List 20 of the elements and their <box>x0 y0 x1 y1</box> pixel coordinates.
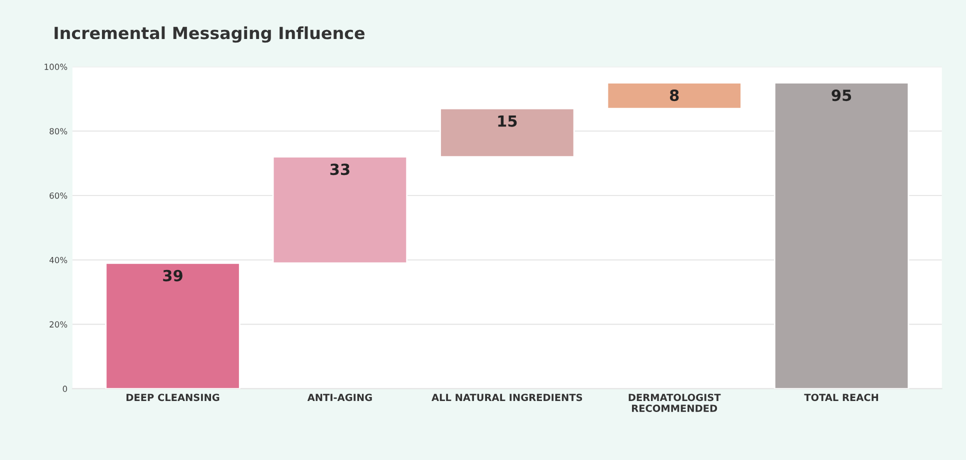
bar <box>606 82 742 110</box>
y-tick-label: 80% <box>50 128 68 134</box>
bar <box>440 108 575 158</box>
data-label: 15 <box>498 115 517 127</box>
chart-title: Incremental Messaging Influence <box>54 26 365 43</box>
x-tick-label: TOTAL REACH <box>804 394 878 402</box>
data-label: 33 <box>330 164 350 176</box>
bar <box>272 156 408 264</box>
x-tick-label: DERMATOLOGIST RECOMMENDED <box>628 394 721 412</box>
x-tick-label: ALL NATURAL INGREDIENTS <box>432 394 582 402</box>
x-tick-label: DEEP CLEANSING <box>126 394 220 402</box>
y-tick-label: 40% <box>49 256 68 264</box>
y-tick-label: 0 <box>62 386 68 392</box>
y-tick-label: 20% <box>50 321 68 328</box>
data-label: 95 <box>832 90 852 102</box>
x-tick-label: ANTI-AGING <box>307 394 372 402</box>
data-label: 39 <box>163 270 182 282</box>
y-tick-label: 60% <box>50 192 68 199</box>
y-tick-label: 100% <box>44 64 68 70</box>
data-label: 8 <box>670 90 679 102</box>
